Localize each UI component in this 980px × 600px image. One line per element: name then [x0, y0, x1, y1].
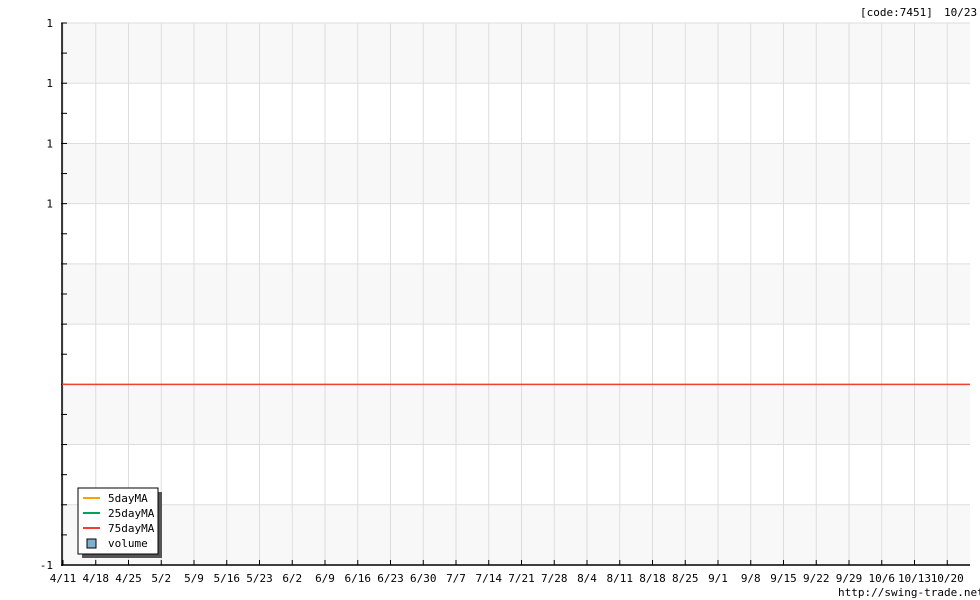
x-tick-label: 9/22	[803, 572, 830, 585]
plot-band	[62, 263, 970, 325]
plot-band	[62, 504, 970, 565]
x-tick-label: 9/1	[708, 572, 728, 585]
x-tick-label: 7/7	[446, 572, 466, 585]
x-tick-label: 7/21	[508, 572, 535, 585]
plot-band	[62, 23, 970, 84]
code-label: [code:7451]	[860, 6, 933, 19]
x-tick-label: 8/4	[577, 572, 597, 585]
x-tick-label: 10/20	[931, 572, 964, 585]
y-tick-label: 1	[46, 198, 53, 211]
x-tick-label: 6/2	[282, 572, 302, 585]
x-tick-label: 7/14	[476, 572, 503, 585]
site-url: http://swing-trade.net	[838, 586, 980, 599]
y-tick-label: 1	[46, 77, 53, 90]
x-tick-label: 9/8	[741, 572, 761, 585]
x-tick-label: 8/25	[672, 572, 699, 585]
x-tick-label: 9/15	[770, 572, 797, 585]
x-tick-label: 8/11	[607, 572, 634, 585]
legend: 5dayMA 25dayMA 75dayMA volume	[77, 487, 162, 558]
x-tick-label: 6/9	[315, 572, 335, 585]
y-tick-label: -1	[40, 559, 53, 572]
legend-label-volume: volume	[108, 537, 148, 550]
x-tick-label: 5/9	[184, 572, 204, 585]
legend-label-25dayMA: 25dayMA	[108, 507, 155, 520]
x-tick-label: 5/2	[151, 572, 171, 585]
legend-label-75dayMA: 75dayMA	[108, 522, 155, 535]
x-tick-label: 5/16	[214, 572, 241, 585]
x-tick-label: 10/6	[869, 572, 896, 585]
x-tick-label: 4/25	[115, 572, 142, 585]
x-tick-label: 8/18	[639, 572, 666, 585]
x-tick-label: 10/13	[898, 572, 931, 585]
legend-label-5dayMA: 5dayMA	[108, 492, 148, 505]
x-tick-label: 6/23	[377, 572, 404, 585]
x-tick-label: 6/16	[345, 572, 372, 585]
legend-swatch-volume	[86, 538, 97, 549]
plot-band	[62, 143, 970, 204]
x-tick-label: 9/29	[836, 572, 863, 585]
plot-band	[62, 384, 970, 445]
x-tick-label: 5/23	[246, 572, 273, 585]
y-tick-label: 1	[46, 137, 53, 150]
y-tick-label: 1	[46, 17, 53, 30]
x-tick-label: 4/11	[50, 572, 77, 585]
x-tick-label: 7/28	[541, 572, 568, 585]
x-tick-label: 6/30	[410, 572, 437, 585]
x-tick-label: 4/18	[83, 572, 110, 585]
date-label: 10/23	[944, 6, 977, 19]
